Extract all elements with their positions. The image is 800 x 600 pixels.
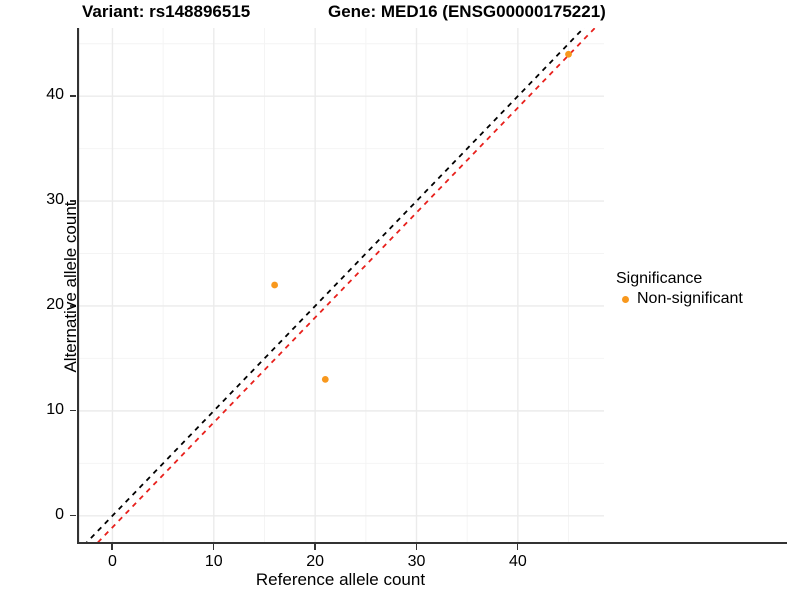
legend-dot [621,295,629,303]
data-point[interactable] [321,376,329,383]
y-axis-tick [70,304,76,307]
legend-title: Significance [616,270,703,287]
reference-line-identity [85,28,585,542]
y-axis-tick-label: 0 [55,505,64,523]
y-axis-tick [70,409,76,412]
x-axis-tick [314,544,316,550]
variant-title: Variant: rs148896515 [82,2,251,21]
x-axis-tick-label: 40 [508,553,527,570]
y-axis-tick-label: 30 [46,191,64,209]
x-axis-tick-label: 10 [204,553,223,570]
x-axis-tick [212,544,215,550]
y-axis-tick [70,514,76,517]
x-axis-label: Reference allele count [255,570,426,589]
y-axis-tick-label: 20 [46,295,64,313]
x-axis-tick-label: 30 [407,553,426,570]
legend-entry-label: Non-significant [637,290,743,307]
legend-entries: Non-significant [616,290,796,308]
y-axis-tick-label: 40 [46,86,64,104]
x-axis-tick [415,544,418,550]
title-row: Variant: rs148896515 Gene: MED16 (ENSG00… [0,2,800,28]
data-point[interactable] [271,281,279,289]
x-axis-tick-label: 20 [306,553,325,570]
plot-panel [77,28,604,542]
legend: Significance Non-significant [616,270,796,308]
data-point[interactable] [565,50,572,58]
y-axis-tick [70,95,76,97]
y-axis-tick-label: 10 [46,400,64,418]
legend-entry[interactable]: Non-significant [618,290,796,308]
x-axis-tick [516,544,519,550]
y-axis-tick [70,200,76,202]
gene-title: Gene: MED16 (ENSG00000175221) [328,2,606,21]
legend-point-icon [618,292,632,306]
x-axis-tick [111,544,114,550]
reference-line-fit [97,28,597,542]
y-axis-label: Alternative allele count [61,201,80,373]
x-axis-tick-label: 0 [108,553,117,570]
scatter-plot-svg [77,28,604,542]
x-axis-line [77,542,787,544]
